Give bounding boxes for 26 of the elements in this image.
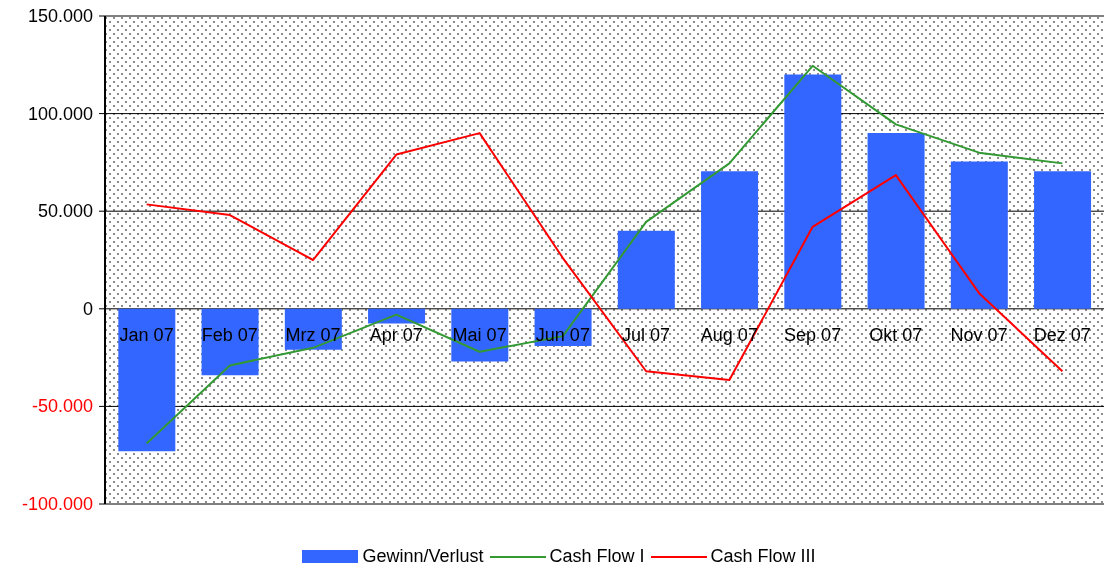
bar [867, 133, 925, 309]
x-tick-label: Nov 07 [950, 324, 1008, 345]
bar [617, 230, 675, 309]
x-tick-label: Sep 07 [784, 324, 842, 345]
bar [950, 161, 1008, 309]
x-tick-label: Jul 07 [622, 324, 671, 345]
y-tick-label: 150.000 [27, 6, 93, 26]
y-tick-label: -50.000 [31, 396, 93, 417]
bar [784, 74, 842, 309]
x-tick-label: Feb 07 [201, 324, 258, 345]
x-tick-label: Okt 07 [869, 324, 923, 345]
legend-label: Gewinn/Verlust [362, 546, 484, 567]
x-tick-label: Apr 07 [369, 324, 423, 345]
x-tick-label: Dez 07 [1033, 324, 1091, 345]
y-tick-label: 50.000 [37, 201, 93, 222]
bar [1034, 171, 1092, 309]
y-tick-label: 100.000 [27, 103, 93, 124]
x-tick-label: Jan 07 [119, 324, 174, 345]
legend-label: Cash Flow I [549, 546, 645, 567]
x-tick-label: Mrz 07 [285, 324, 341, 345]
legend-label: Cash Flow III [710, 546, 816, 567]
bar [701, 171, 759, 309]
y-tick-label: -100.000 [21, 494, 93, 514]
x-tick-label: Mai 07 [452, 324, 507, 345]
bar [118, 308, 176, 452]
y-tick-label: 0 [82, 298, 93, 319]
